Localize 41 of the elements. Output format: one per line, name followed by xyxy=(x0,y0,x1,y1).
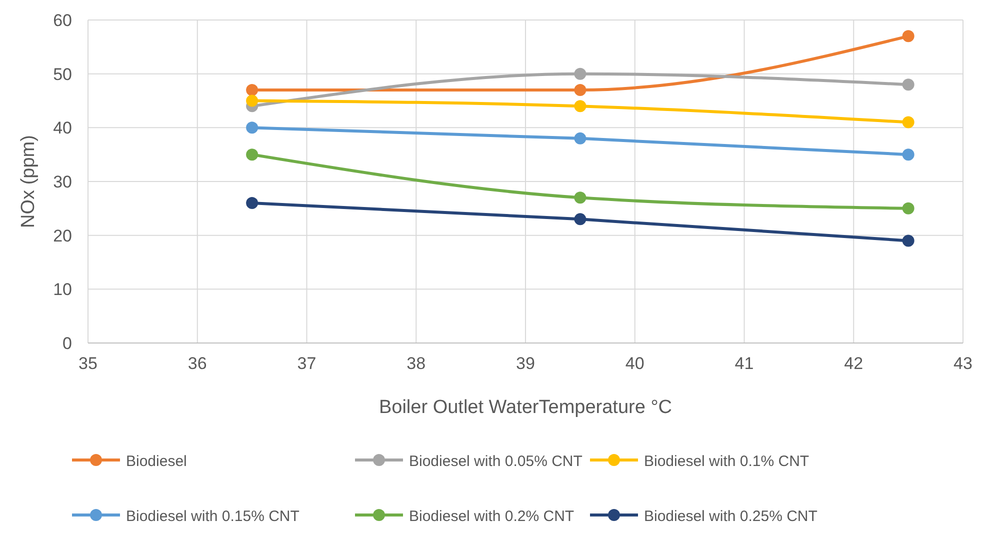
point xyxy=(902,234,914,247)
legend-label: Biodiesel with 0.25% CNT xyxy=(644,508,818,525)
y-tick-label: 50 xyxy=(53,64,72,84)
point xyxy=(902,30,914,42)
x-tick-label: 43 xyxy=(954,354,972,373)
point xyxy=(902,202,914,214)
y-tick-label: 20 xyxy=(53,226,72,246)
y-tick-label: 40 xyxy=(53,118,72,138)
x-axis-title: Boiler Outlet WaterTemperature °C xyxy=(378,397,672,418)
point xyxy=(246,197,258,210)
legend-label: Biodiesel with 0.2% CNT xyxy=(409,508,574,525)
point xyxy=(574,68,586,80)
point xyxy=(574,84,586,96)
y-tick-label: 30 xyxy=(53,172,72,192)
legend-label: Biodiesel with 0.15% CNT xyxy=(126,508,300,525)
y-axis-title: NOx (ppm) xyxy=(18,135,39,228)
x-tick-label: 36 xyxy=(188,354,207,373)
point xyxy=(246,84,258,96)
legend-label: Biodiesel with 0.05% CNT xyxy=(409,453,582,470)
point xyxy=(574,100,586,112)
point xyxy=(246,148,258,161)
point xyxy=(574,192,586,204)
x-tick-label: 42 xyxy=(844,354,864,373)
point xyxy=(246,94,258,107)
point xyxy=(246,122,258,134)
x-tick-label: 37 xyxy=(297,354,316,373)
y-tick-label: 60 xyxy=(53,11,72,30)
point xyxy=(902,78,914,91)
x-tick-label: 38 xyxy=(406,354,426,373)
y-tick-label: 10 xyxy=(53,280,72,300)
x-tick-label: 40 xyxy=(625,354,644,373)
point xyxy=(902,116,914,128)
y-tick-label: 0 xyxy=(62,334,72,353)
x-tick-label: 35 xyxy=(78,354,98,373)
point xyxy=(902,148,914,161)
legend-label: Biodiesel xyxy=(126,453,187,470)
point xyxy=(574,132,586,144)
point xyxy=(574,213,586,226)
x-tick-label: 41 xyxy=(734,354,754,373)
legend-label: Biodiesel with 0.1% CNT xyxy=(644,453,810,470)
x-tick-label: 39 xyxy=(516,354,535,373)
